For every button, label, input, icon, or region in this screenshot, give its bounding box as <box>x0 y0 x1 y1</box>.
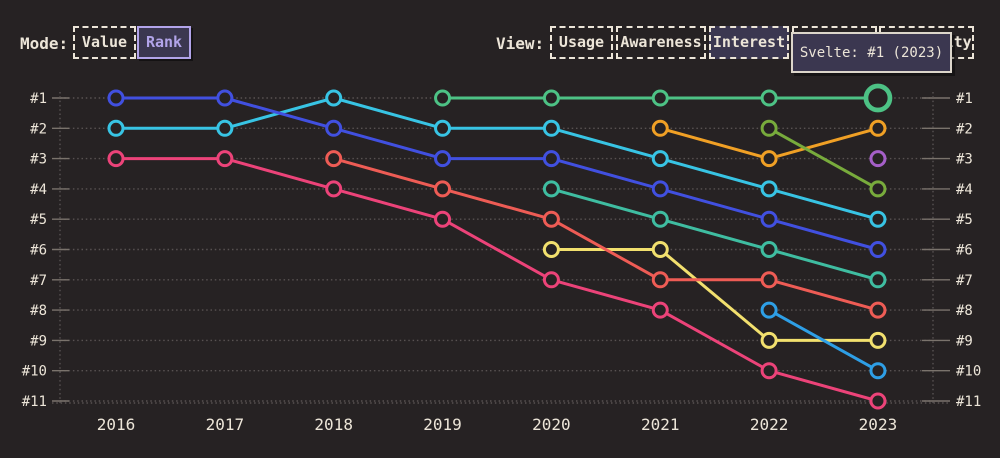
series-line-royal-blue <box>114 96 880 251</box>
point-magenta-pink-2020[interactable] <box>542 271 560 289</box>
series-line-salmon-red <box>332 157 880 312</box>
rank-label-right: #10 <box>956 364 981 380</box>
point-salmon-red-2018[interactable] <box>325 150 343 168</box>
point-svelte-green-2023[interactable] <box>863 83 893 113</box>
point-royal-blue-2020[interactable] <box>542 150 560 168</box>
point-teal-2020[interactable] <box>542 180 560 198</box>
point-purple-2023[interactable] <box>869 150 887 168</box>
point-royal-blue-2021[interactable] <box>651 180 669 198</box>
rank-label-right: #2 <box>956 121 973 137</box>
point-salmon-red-2020[interactable] <box>542 210 560 228</box>
rank-label-right: #9 <box>956 333 973 349</box>
point-magenta-pink-2018[interactable] <box>325 180 343 198</box>
point-magenta-pink-2017[interactable] <box>216 150 234 168</box>
point-salmon-red-2023[interactable] <box>869 301 887 319</box>
rank-label-right: #11 <box>956 394 981 410</box>
rank-label-left: #2 <box>30 121 47 137</box>
point-magenta-pink-2023[interactable] <box>869 392 887 410</box>
rank-label-left: #4 <box>30 182 47 198</box>
point-magenta-pink-2022[interactable] <box>760 362 778 380</box>
rank-label-left: #7 <box>30 273 47 289</box>
point-olive-green-2022[interactable] <box>760 119 778 137</box>
point-svelte-green-2022[interactable] <box>760 89 778 107</box>
hover-tooltip: Svelte: #1 (2023) <box>791 32 952 73</box>
point-magenta-pink-2019[interactable] <box>434 210 452 228</box>
rank-label-right: #4 <box>956 182 973 198</box>
rank-label-right: #8 <box>956 303 973 319</box>
rank-label-left: #10 <box>22 364 47 380</box>
point-cyan-2021[interactable] <box>651 150 669 168</box>
point-cyan-2018[interactable] <box>325 89 343 107</box>
view-option-usage[interactable]: Usage <box>550 26 613 59</box>
point-yellow-2021[interactable] <box>651 241 669 258</box>
point-salmon-red-2022[interactable] <box>760 271 778 289</box>
point-yellow-2020[interactable] <box>542 241 560 258</box>
year-label: 2018 <box>314 415 353 434</box>
mode-option-rank[interactable]: Rank <box>137 26 191 59</box>
point-royal-blue-2022[interactable] <box>760 210 778 228</box>
point-royal-blue-2016[interactable] <box>107 89 125 107</box>
mode-label: Mode: <box>20 34 69 53</box>
rank-label-left: #11 <box>22 394 47 410</box>
point-teal-2022[interactable] <box>760 241 778 258</box>
point-svelte-green-2021[interactable] <box>651 89 669 107</box>
rank-label-left: #6 <box>30 243 47 259</box>
rank-label-left: #1 <box>30 91 47 107</box>
series-line-cyan <box>114 96 880 221</box>
year-label: 2021 <box>641 415 680 434</box>
point-cyan-2023[interactable] <box>869 210 887 228</box>
point-magenta-pink-2021[interactable] <box>651 301 669 319</box>
rank-label-right: #7 <box>956 273 973 289</box>
point-svelte-green-2020[interactable] <box>542 89 560 107</box>
rank-label-right: #6 <box>956 243 973 259</box>
point-magenta-pink-2016[interactable] <box>107 150 125 168</box>
point-orange-2023[interactable] <box>869 119 887 137</box>
year-label: 2020 <box>532 415 571 434</box>
year-label: 2023 <box>859 415 898 434</box>
point-cyan-2017[interactable] <box>216 119 234 137</box>
point-orange-2022[interactable] <box>760 150 778 168</box>
year-label: 2022 <box>750 415 789 434</box>
point-salmon-red-2021[interactable] <box>651 271 669 289</box>
point-salmon-red-2019[interactable] <box>434 180 452 198</box>
rank-label-right: #3 <box>956 152 973 168</box>
rank-label-left: #5 <box>30 212 47 228</box>
point-cyan-2020[interactable] <box>542 119 560 137</box>
point-royal-blue-2019[interactable] <box>434 150 452 168</box>
point-royal-blue-2023[interactable] <box>869 241 887 258</box>
year-label: 2016 <box>97 415 136 434</box>
rank-label-left: #3 <box>30 152 47 168</box>
point-teal-2023[interactable] <box>869 271 887 289</box>
point-yellow-2023[interactable] <box>869 331 887 349</box>
point-royal-blue-2017[interactable] <box>216 89 234 107</box>
series-line-teal <box>549 187 880 282</box>
point-teal-2021[interactable] <box>651 210 669 228</box>
tooltip-text: Svelte: #1 (2023) <box>799 44 944 61</box>
series-line-sky-blue <box>767 308 880 373</box>
point-cyan-2022[interactable] <box>760 180 778 198</box>
rank-label-left: #9 <box>30 333 47 349</box>
point-cyan-2016[interactable] <box>107 119 125 137</box>
view-label: View: <box>496 34 545 53</box>
rank-label-right: #5 <box>956 212 973 228</box>
series-line-olive-green <box>767 126 880 191</box>
view-option-awareness[interactable]: Awareness <box>616 26 706 59</box>
view-option-interest[interactable]: Interest <box>709 26 789 59</box>
point-yellow-2022[interactable] <box>760 331 778 349</box>
point-svelte-green-2019[interactable] <box>434 89 452 107</box>
point-cyan-2019[interactable] <box>434 119 452 137</box>
rank-label-left: #8 <box>30 303 47 319</box>
year-label: 2019 <box>423 415 462 434</box>
point-sky-blue-2023[interactable] <box>869 362 887 380</box>
rank-label-right: #1 <box>956 91 973 107</box>
point-sky-blue-2022[interactable] <box>760 301 778 319</box>
point-olive-green-2023[interactable] <box>869 180 887 198</box>
series-line-magenta-pink <box>114 157 880 403</box>
point-royal-blue-2018[interactable] <box>325 119 343 137</box>
mode-option-value[interactable]: Value <box>73 26 136 59</box>
point-orange-2021[interactable] <box>651 119 669 137</box>
year-label: 2017 <box>206 415 245 434</box>
